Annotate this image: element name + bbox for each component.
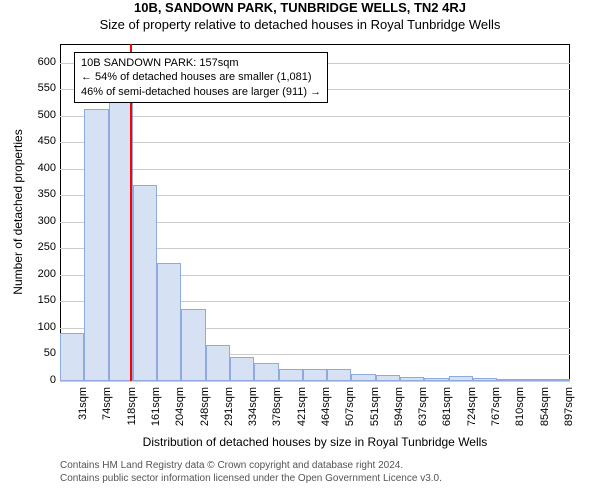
footer-line-2: Contains public sector information licen… bbox=[60, 472, 442, 485]
footer-line-1: Contains HM Land Registry data © Crown c… bbox=[60, 459, 442, 472]
x-tick-label: 291sqm bbox=[223, 387, 235, 427]
y-tick-label: 450 bbox=[28, 135, 56, 147]
chart-subtitle: Size of property relative to detached ho… bbox=[0, 17, 600, 32]
histogram-bar bbox=[157, 263, 181, 381]
histogram-bar bbox=[60, 333, 84, 381]
x-tick-label: 681sqm bbox=[441, 387, 453, 427]
histogram-bar bbox=[303, 369, 327, 381]
histogram-bar bbox=[400, 377, 424, 381]
gridline bbox=[60, 116, 570, 117]
x-tick-label: 378sqm bbox=[271, 387, 283, 427]
y-tick-label: 500 bbox=[28, 109, 56, 121]
histogram-bar bbox=[254, 363, 278, 381]
x-tick-label: 551sqm bbox=[369, 387, 381, 427]
x-tick-label: 897sqm bbox=[563, 387, 575, 427]
annotation-line: 10B SANDOWN PARK: 157sqm bbox=[81, 56, 321, 70]
histogram-bar bbox=[521, 379, 545, 381]
x-tick-label: 767sqm bbox=[490, 387, 502, 427]
chart-title: 10B, SANDOWN PARK, TUNBRIDGE WELLS, TN2 … bbox=[0, 0, 600, 15]
histogram-bar bbox=[84, 109, 108, 381]
x-tick-label: 118sqm bbox=[126, 387, 138, 427]
x-tick-label: 74sqm bbox=[101, 387, 113, 427]
x-tick-label: 810sqm bbox=[514, 387, 526, 427]
histogram-bar bbox=[351, 374, 375, 381]
histogram-bar bbox=[206, 345, 230, 381]
x-tick-label: 248sqm bbox=[199, 387, 211, 427]
y-tick-label: 600 bbox=[28, 56, 56, 68]
gridline bbox=[60, 142, 570, 143]
y-tick-label: 400 bbox=[28, 162, 56, 174]
y-tick-label: 550 bbox=[28, 82, 56, 94]
annotation-line: ← 54% of detached houses are smaller (1,… bbox=[81, 70, 321, 84]
annotation-box: 10B SANDOWN PARK: 157sqm← 54% of detache… bbox=[74, 52, 328, 103]
y-tick-label: 300 bbox=[28, 215, 56, 227]
x-tick-label: 31sqm bbox=[77, 387, 89, 427]
y-axis-label: Number of detached properties bbox=[11, 112, 25, 312]
x-tick-label: 204sqm bbox=[174, 387, 186, 427]
histogram-bar bbox=[181, 309, 205, 381]
histogram-bar bbox=[133, 185, 157, 381]
histogram-bar bbox=[109, 100, 133, 381]
x-tick-label: 854sqm bbox=[539, 387, 551, 427]
histogram-bar bbox=[497, 379, 521, 381]
gridline bbox=[60, 169, 570, 170]
x-tick-label: 507sqm bbox=[344, 387, 356, 427]
x-tick-label: 594sqm bbox=[393, 387, 405, 427]
x-tick-label: 161sqm bbox=[150, 387, 162, 427]
y-tick-label: 0 bbox=[28, 374, 56, 386]
histogram-bar bbox=[473, 378, 497, 381]
y-tick-label: 200 bbox=[28, 268, 56, 280]
histogram-bar bbox=[327, 369, 351, 381]
footer-text: Contains HM Land Registry data © Crown c… bbox=[60, 459, 442, 485]
x-axis-label: Distribution of detached houses by size … bbox=[60, 435, 570, 449]
y-tick-label: 50 bbox=[28, 347, 56, 359]
histogram-bar bbox=[376, 375, 400, 381]
x-tick-label: 464sqm bbox=[320, 387, 332, 427]
histogram-bar bbox=[424, 378, 448, 381]
gridline bbox=[60, 381, 570, 382]
y-tick-label: 350 bbox=[28, 188, 56, 200]
histogram-bar bbox=[449, 376, 473, 381]
x-tick-label: 724sqm bbox=[466, 387, 478, 427]
y-tick-label: 250 bbox=[28, 241, 56, 253]
x-tick-label: 421sqm bbox=[296, 387, 308, 427]
x-tick-label: 637sqm bbox=[417, 387, 429, 427]
y-tick-label: 150 bbox=[28, 294, 56, 306]
y-tick-label: 100 bbox=[28, 321, 56, 333]
x-tick-label: 334sqm bbox=[247, 387, 259, 427]
histogram-bar bbox=[279, 369, 303, 381]
histogram-bar bbox=[546, 379, 570, 381]
histogram-bar bbox=[230, 357, 254, 381]
annotation-line: 46% of semi-detached houses are larger (… bbox=[81, 85, 321, 99]
